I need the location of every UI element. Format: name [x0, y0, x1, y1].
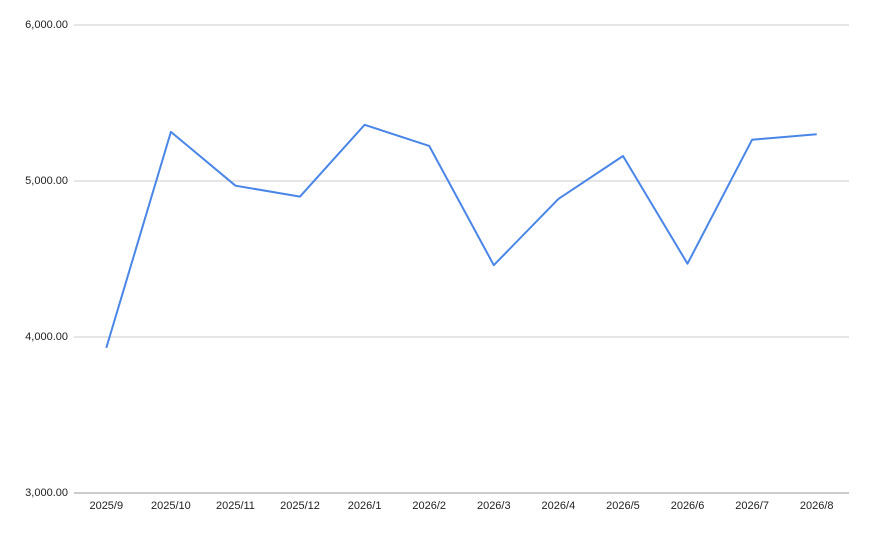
- x-tick-label: 2026/7: [735, 500, 769, 512]
- x-tick-label: 2026/4: [542, 500, 576, 512]
- x-tick-label: 2026/5: [606, 500, 640, 512]
- y-tick-label: 3,000.00: [25, 487, 68, 499]
- y-tick-label: 5,000.00: [25, 175, 68, 187]
- x-tick-label: 2025/10: [151, 500, 191, 512]
- y-tick-label: 6,000.00: [25, 19, 68, 31]
- x-tick-label: 2026/2: [412, 500, 446, 512]
- line-series: [105, 123, 817, 349]
- x-tick-label: 2025/11: [216, 500, 255, 512]
- x-tick-label: 2025/9: [89, 500, 123, 512]
- x-tick-label: 2026/1: [348, 500, 382, 512]
- x-tick-label: 2026/6: [671, 500, 705, 512]
- y-tick-label: 4,000.00: [25, 331, 68, 343]
- x-tick-label: 2026/8: [800, 500, 834, 512]
- x-tick-label: 2026/3: [477, 500, 511, 512]
- x-tick-label: 2025/12: [280, 500, 320, 512]
